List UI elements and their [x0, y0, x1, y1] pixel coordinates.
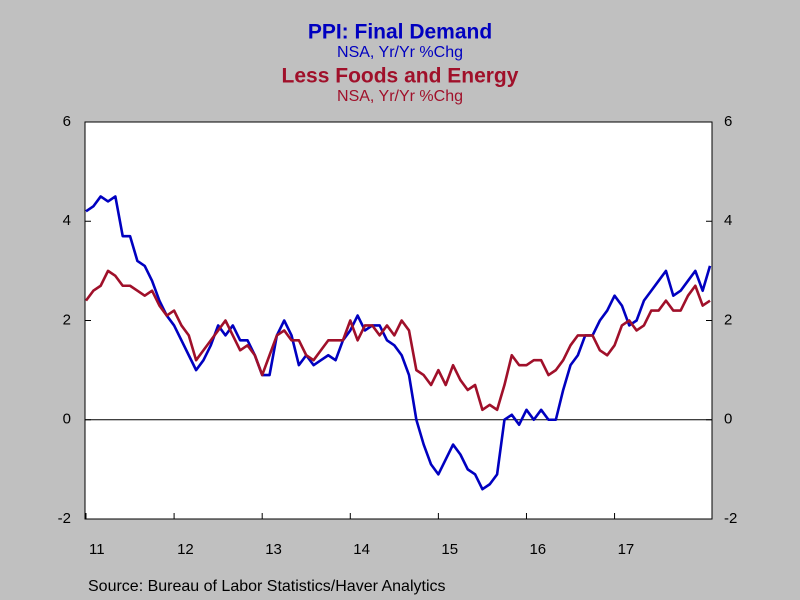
x-tick-label: 14	[353, 541, 370, 558]
x-tick-label: 12	[177, 541, 194, 558]
x-tick-label: 13	[265, 541, 282, 558]
series-title: Less Foods and Energy	[282, 65, 519, 88]
x-tick-label: 17	[618, 541, 635, 558]
y2-tick-label: 2	[724, 311, 732, 328]
plot-area	[84, 121, 713, 520]
x-tick-label: 11	[89, 541, 105, 558]
y2-tick-label: -2	[724, 510, 737, 527]
x-tick-label: 15	[441, 541, 458, 558]
source-note: Source: Bureau of Labor Statistics/Haver…	[88, 578, 446, 595]
y-tick-label: 0	[63, 411, 71, 428]
y-tick-label: 2	[63, 311, 71, 328]
series-line	[84, 269, 711, 412]
y2-tick-label: 4	[724, 212, 732, 229]
series-subtitle: NSA, Yr/Yr %Chg	[337, 88, 463, 105]
y-tick-label: 6	[63, 113, 71, 130]
series-line	[85, 195, 712, 491]
y-tick-label: -2	[58, 510, 71, 527]
y2-tick-label: 6	[724, 113, 732, 130]
series-title: PPI: Final Demand	[308, 21, 492, 44]
x-tick-label: 16	[529, 541, 546, 558]
series-subtitle: NSA, Yr/Yr %Chg	[337, 44, 463, 61]
y2-tick-label: 0	[724, 411, 732, 428]
y-tick-label: 4	[63, 212, 71, 229]
